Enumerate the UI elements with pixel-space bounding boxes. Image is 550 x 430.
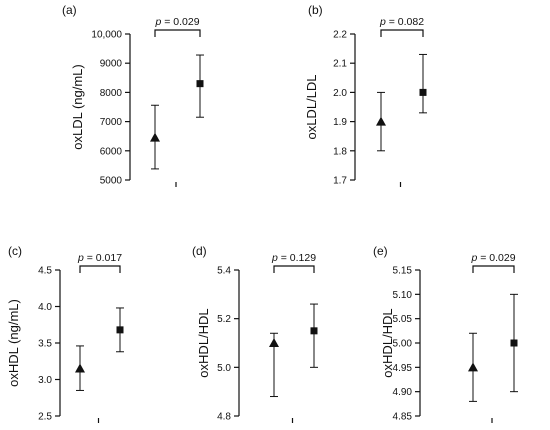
y-tick-label: 2.5 — [38, 412, 52, 423]
y-tick-label: 4.8 — [217, 412, 231, 423]
panel-c: (c) 2.5 3.0 3.5 4.0 4.5 oxHDL (ng/mL) p = 0.017 — [6, 244, 124, 423]
y-tick-label: 4.90 — [393, 387, 413, 398]
significance-bracket — [79, 265, 121, 273]
significance-bracket — [273, 265, 315, 273]
y-tick-label: 10,000 — [91, 30, 122, 41]
y-tick-label: 5.2 — [217, 314, 231, 325]
panel-a: (a) 5000 6000 7000 8000 9000 10,000 oxLDL (ng/m… — [62, 3, 204, 187]
y-tick-label: 3.0 — [38, 375, 52, 386]
panel-b: (b) 1.7 1.8 1.9 2.0 2.1 2.2 oxLDL/LDL p = 0.082 — [304, 3, 427, 187]
y-tick-label: 5.15 — [393, 266, 413, 277]
p-value-label: p = 0.017 — [77, 252, 122, 264]
y-tick-label: 2.1 — [333, 59, 347, 70]
square-marker — [419, 88, 427, 96]
square-marker — [196, 80, 204, 88]
p-value-label: p = 0.029 — [470, 252, 515, 264]
y-tick-label: 4.0 — [38, 302, 52, 313]
panel-label: (d) — [192, 244, 207, 258]
square-marker — [310, 327, 318, 335]
panel-e: (e) 4.85 4.90 4.95 5.00 5.05 5.10 5.15 oxHDL/HDL… — [373, 244, 518, 423]
y-tick-label: 7000 — [100, 117, 123, 128]
triangle-marker — [468, 362, 478, 372]
square-marker — [510, 339, 518, 347]
panel-label: (c) — [8, 244, 22, 258]
triangle-marker — [75, 363, 85, 373]
panel-label: (a) — [62, 3, 77, 17]
y-tick-label: 4.85 — [393, 412, 413, 423]
y-tick-label: 1.8 — [333, 146, 347, 157]
panel-label: (b) — [308, 3, 323, 17]
y-tick-label: 5.10 — [393, 290, 413, 301]
p-value-label: p = 0.029 — [154, 16, 199, 28]
y-axis-label: oxHDL/HDL — [380, 308, 395, 377]
y-tick-label: 5000 — [100, 176, 123, 187]
y-tick-label: 4.95 — [393, 363, 413, 374]
significance-bracket — [380, 29, 424, 37]
y-tick-label: 8000 — [100, 88, 123, 99]
y-tick-label: 9000 — [100, 59, 123, 70]
y-tick-label: 2.2 — [333, 30, 347, 41]
y-tick-label: 1.7 — [333, 176, 347, 187]
panel-d: (d) 4.8 5.0 5.2 5.4 oxHDL/HDL p = 0.129 — [192, 244, 318, 423]
y-tick-label: 4.5 — [38, 266, 52, 277]
square-marker — [116, 326, 124, 334]
y-axis-label: oxLDL (ng/mL) — [70, 64, 85, 150]
significance-bracket — [154, 29, 201, 37]
y-tick-label: 5.0 — [217, 363, 231, 374]
y-tick-label: 5.00 — [393, 339, 413, 350]
triangle-marker — [150, 132, 160, 142]
y-axis-label: oxHDL/HDL — [196, 308, 211, 377]
panel-label: (e) — [373, 244, 388, 258]
y-tick-label: 6000 — [100, 146, 123, 157]
y-tick-label: 5.4 — [217, 266, 231, 277]
y-tick-label: 1.9 — [333, 117, 347, 128]
significance-bracket — [472, 265, 515, 273]
y-axis-label: oxHDL (ng/mL) — [6, 299, 21, 387]
y-tick-label: 3.5 — [38, 339, 52, 350]
p-value-label: p = 0.082 — [379, 16, 424, 28]
triangle-marker — [269, 338, 279, 347]
y-tick-label: 2.0 — [333, 88, 347, 99]
y-tick-label: 5.05 — [393, 314, 413, 325]
triangle-marker — [376, 116, 386, 126]
y-axis-label: oxLDL/LDL — [304, 74, 319, 139]
p-value-label: p = 0.129 — [271, 252, 316, 264]
